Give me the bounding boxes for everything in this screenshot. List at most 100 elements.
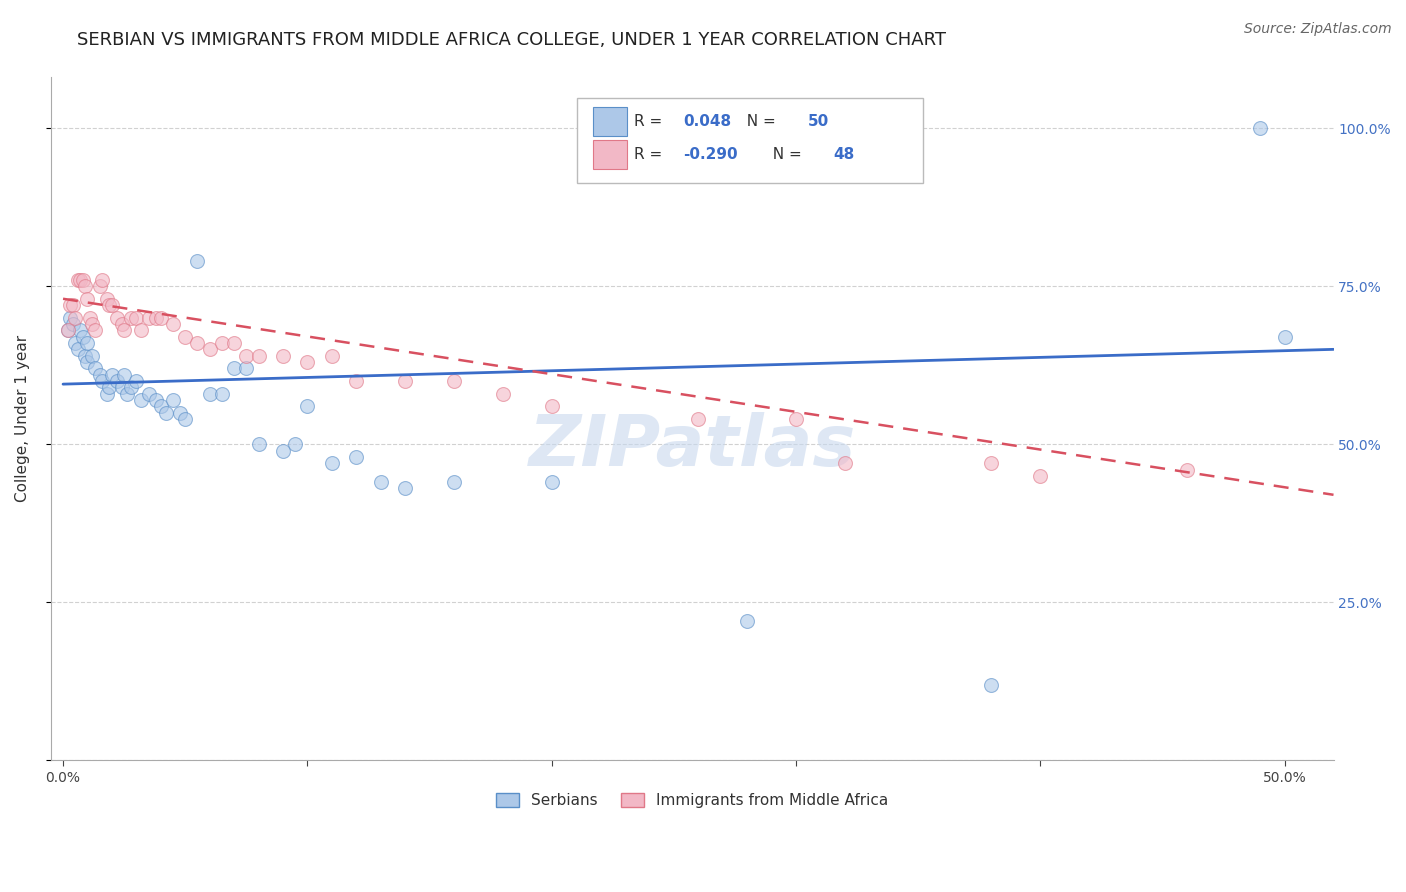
Point: [69, 323, 91, 337]
Point: [222, 361, 245, 376]
Text: SERBIAN VS IMMIGRANTS FROM MIDDLE AFRICA COLLEGE, UNDER 1 YEAR CORRELATION CHART: SERBIAN VS IMMIGRANTS FROM MIDDLE AFRICA…: [77, 31, 946, 49]
Point: [111, 380, 134, 394]
Point: [59, 298, 82, 312]
Point: [980, 677, 1002, 691]
Point: [149, 310, 172, 325]
Point: [247, 349, 270, 363]
Point: [149, 399, 172, 413]
Text: 0.048: 0.048: [683, 114, 731, 129]
Point: [735, 614, 758, 628]
Point: [235, 361, 257, 376]
Point: [120, 310, 142, 325]
Point: [73, 349, 96, 363]
FancyBboxPatch shape: [576, 98, 924, 183]
Point: [125, 310, 148, 325]
Point: [101, 298, 124, 312]
Point: [344, 374, 367, 388]
Point: [89, 279, 111, 293]
Point: [162, 317, 184, 331]
Point: [1274, 329, 1296, 343]
Point: [222, 336, 245, 351]
Point: [120, 380, 142, 394]
Point: [129, 392, 152, 407]
Point: [247, 437, 270, 451]
Point: [321, 349, 343, 363]
Point: [235, 349, 257, 363]
Point: [129, 323, 152, 337]
Point: [198, 386, 221, 401]
Point: [155, 406, 177, 420]
Text: 48: 48: [834, 147, 855, 162]
Point: [96, 292, 118, 306]
Point: [62, 298, 84, 312]
Point: [59, 310, 82, 325]
Legend: Serbians, Immigrants from Middle Africa: Serbians, Immigrants from Middle Africa: [491, 787, 894, 814]
Point: [198, 343, 221, 357]
Point: [83, 361, 105, 376]
Point: [1175, 462, 1198, 476]
Point: [105, 374, 128, 388]
Point: [394, 482, 416, 496]
Point: [66, 273, 89, 287]
Point: [443, 475, 465, 490]
Point: [186, 336, 208, 351]
Point: [145, 392, 167, 407]
Point: [297, 399, 319, 413]
FancyBboxPatch shape: [593, 108, 627, 136]
Point: [83, 323, 105, 337]
Point: [76, 336, 98, 351]
Point: [834, 456, 856, 470]
Point: [101, 368, 124, 382]
Point: [73, 279, 96, 293]
Point: [65, 336, 87, 351]
Point: [174, 329, 197, 343]
Point: [115, 386, 138, 401]
Point: [138, 386, 160, 401]
Point: [186, 253, 208, 268]
Point: [66, 343, 89, 357]
Point: [174, 412, 197, 426]
Point: [162, 392, 184, 407]
Y-axis label: College, Under 1 year: College, Under 1 year: [15, 335, 30, 502]
Point: [76, 292, 98, 306]
Point: [72, 329, 94, 343]
Point: [56, 323, 79, 337]
Text: N =: N =: [762, 147, 807, 162]
Point: [56, 323, 79, 337]
Point: [344, 450, 367, 464]
Point: [785, 412, 807, 426]
Point: [370, 475, 392, 490]
Text: N =: N =: [737, 114, 780, 129]
Point: [1249, 121, 1271, 136]
Point: [688, 412, 710, 426]
Point: [540, 475, 562, 490]
Point: [271, 349, 294, 363]
Text: 50: 50: [807, 114, 830, 129]
Point: [76, 355, 98, 369]
Point: [145, 310, 167, 325]
Point: [112, 368, 135, 382]
Point: [91, 273, 114, 287]
Point: [82, 349, 104, 363]
Point: [138, 310, 160, 325]
Point: [1029, 468, 1052, 483]
Point: [72, 273, 94, 287]
Point: [62, 317, 84, 331]
Point: [540, 399, 562, 413]
Point: [284, 437, 307, 451]
Text: R =: R =: [634, 114, 668, 129]
Point: [321, 456, 343, 470]
Point: [125, 374, 148, 388]
Point: [105, 310, 128, 325]
Point: [89, 368, 111, 382]
Point: [65, 310, 87, 325]
Point: [79, 310, 101, 325]
Text: -0.290: -0.290: [683, 147, 738, 162]
Point: [98, 298, 121, 312]
Point: [271, 443, 294, 458]
Point: [96, 386, 118, 401]
Point: [98, 380, 121, 394]
Point: [112, 323, 135, 337]
Text: ZIPatlas: ZIPatlas: [529, 412, 856, 481]
Point: [443, 374, 465, 388]
